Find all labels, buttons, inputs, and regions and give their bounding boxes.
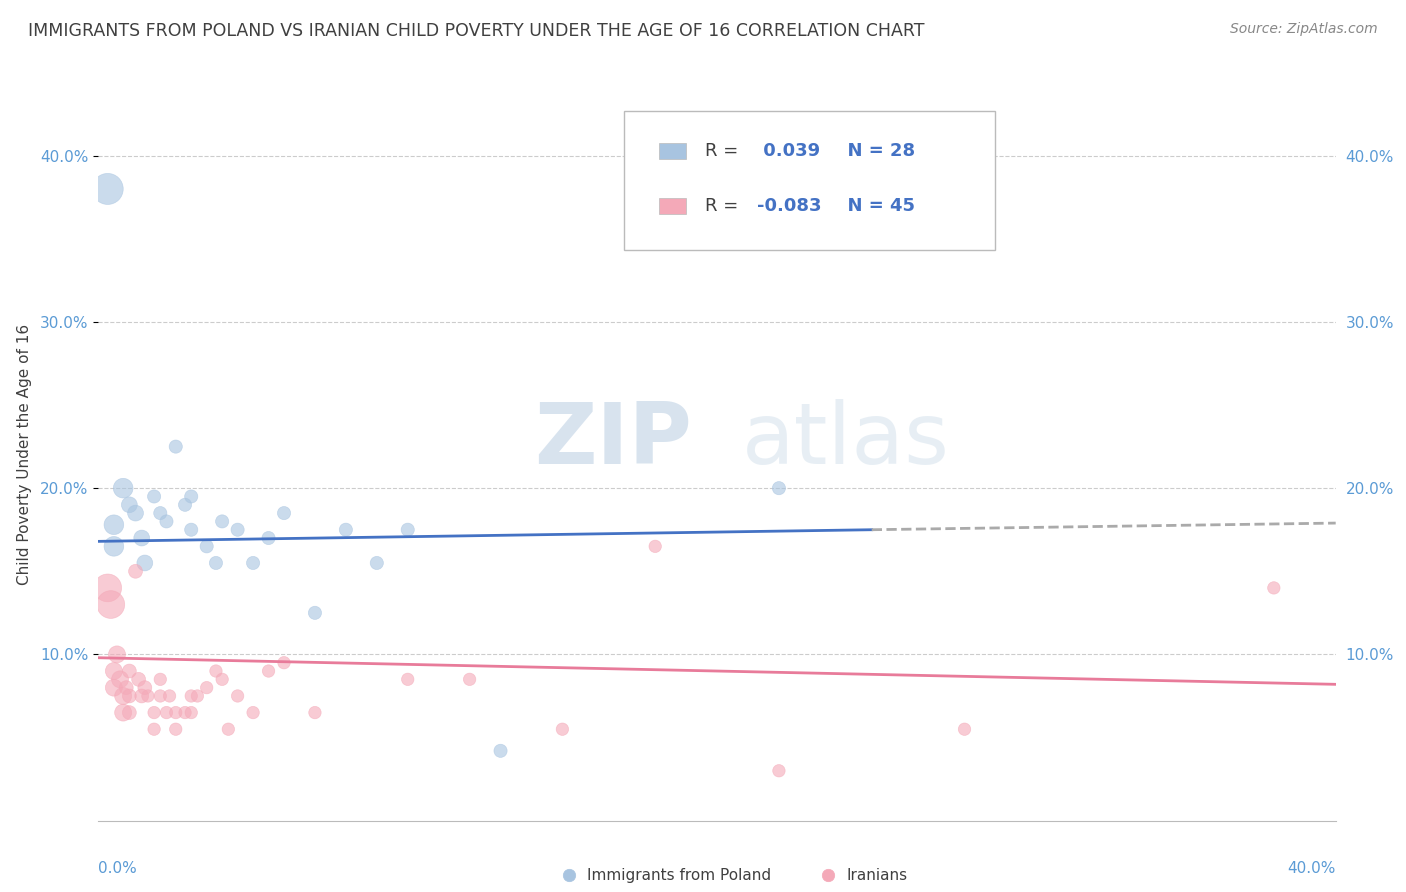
Point: [128, 673, 150, 687]
Point: [159, 689, 181, 703]
Point: [149, 673, 172, 687]
Point: [396, 673, 419, 687]
Point: [211, 515, 233, 529]
Point: [174, 706, 197, 720]
Point: [551, 723, 574, 737]
Point: [143, 490, 166, 504]
Point: [180, 706, 202, 720]
Point: [115, 681, 138, 695]
Point: [180, 523, 202, 537]
Point: [768, 481, 790, 495]
Point: [304, 706, 326, 720]
Point: [186, 689, 208, 703]
Point: [242, 706, 264, 720]
Point: [108, 673, 131, 687]
Point: [118, 689, 141, 703]
Point: [97, 182, 120, 196]
Point: [97, 581, 120, 595]
Text: R =: R =: [704, 197, 744, 215]
Point: [335, 523, 357, 537]
Point: [768, 764, 790, 778]
Point: [396, 523, 419, 537]
Point: [242, 556, 264, 570]
Point: [180, 689, 202, 703]
Text: R =: R =: [704, 143, 744, 161]
Text: Source: ZipAtlas.com: Source: ZipAtlas.com: [1230, 22, 1378, 37]
Text: -0.083: -0.083: [756, 197, 821, 215]
Point: [304, 606, 326, 620]
Text: N = 45: N = 45: [835, 197, 914, 215]
Point: [489, 744, 512, 758]
Point: [155, 515, 177, 529]
Point: [124, 506, 146, 520]
Point: [134, 556, 156, 570]
Point: [180, 490, 202, 504]
Point: [174, 498, 197, 512]
Point: [131, 689, 153, 703]
Point: [124, 564, 146, 578]
Point: [149, 506, 172, 520]
Point: [366, 556, 388, 570]
Text: ZIP: ZIP: [534, 399, 692, 482]
Point: [118, 706, 141, 720]
Text: 40.0%: 40.0%: [1288, 861, 1336, 876]
Text: 0.039: 0.039: [756, 143, 820, 161]
Point: [226, 523, 249, 537]
Point: [155, 706, 177, 720]
Point: [257, 531, 280, 545]
Point: [226, 689, 249, 703]
Point: [103, 664, 125, 678]
Point: [136, 689, 159, 703]
Point: [211, 673, 233, 687]
Point: [103, 517, 125, 532]
Point: [217, 723, 239, 737]
Point: [165, 440, 187, 454]
Point: [458, 673, 481, 687]
Bar: [659, 144, 686, 160]
Point: [165, 723, 187, 737]
Text: atlas: atlas: [742, 399, 950, 482]
Point: [273, 656, 295, 670]
Point: [118, 498, 141, 512]
Point: [112, 689, 135, 703]
Point: [131, 531, 153, 545]
Point: [100, 598, 122, 612]
Point: [205, 664, 228, 678]
Point: [195, 681, 218, 695]
Point: [118, 664, 141, 678]
Point: [195, 539, 218, 553]
Point: [112, 706, 135, 720]
Point: [105, 648, 128, 662]
Point: [644, 539, 666, 553]
Point: [112, 481, 135, 495]
Text: Immigrants from Poland: Immigrants from Poland: [588, 868, 772, 883]
Bar: [659, 198, 686, 214]
Point: [103, 681, 125, 695]
Point: [205, 556, 228, 570]
Point: [953, 723, 976, 737]
Point: [103, 539, 125, 553]
Point: [1263, 581, 1285, 595]
Point: [273, 506, 295, 520]
Text: 0.0%: 0.0%: [98, 861, 138, 876]
Text: Iranians: Iranians: [846, 868, 908, 883]
Point: [257, 664, 280, 678]
Text: IMMIGRANTS FROM POLAND VS IRANIAN CHILD POVERTY UNDER THE AGE OF 16 CORRELATION : IMMIGRANTS FROM POLAND VS IRANIAN CHILD …: [28, 22, 925, 40]
Point: [149, 689, 172, 703]
FancyBboxPatch shape: [624, 112, 995, 250]
Point: [143, 723, 166, 737]
Point: [165, 706, 187, 720]
Point: [143, 706, 166, 720]
Point: [134, 681, 156, 695]
Y-axis label: Child Poverty Under the Age of 16: Child Poverty Under the Age of 16: [17, 325, 32, 585]
Text: N = 28: N = 28: [835, 143, 915, 161]
